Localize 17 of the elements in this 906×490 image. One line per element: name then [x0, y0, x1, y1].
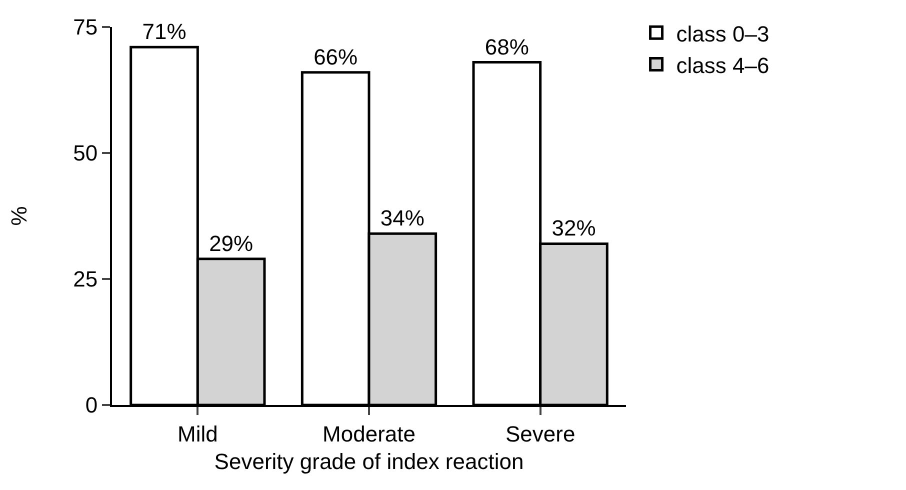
y-tick-label: 25 [73, 266, 98, 292]
data-label: 68% [484, 34, 529, 60]
y-tick-label: 50 [73, 140, 98, 166]
data-label: 34% [380, 206, 424, 231]
x-tick-label: Severe [505, 421, 576, 446]
y-tick-label: 75 [73, 14, 98, 40]
data-label: 66% [314, 44, 358, 70]
data-label: 29% [209, 230, 254, 256]
x-tick-label: Moderate [322, 421, 416, 446]
data-label: 32% [552, 216, 596, 241]
data-label: 71% [142, 19, 186, 44]
x-axis-title: Severity grade of index reaction [214, 448, 524, 474]
y-axis-title: % [6, 206, 32, 226]
legend-label: class 4–6 [676, 52, 770, 78]
y-tick-label: 0 [85, 392, 98, 418]
legend-label: class 0–3 [676, 21, 770, 46]
x-tick-label: Mild [178, 421, 218, 446]
